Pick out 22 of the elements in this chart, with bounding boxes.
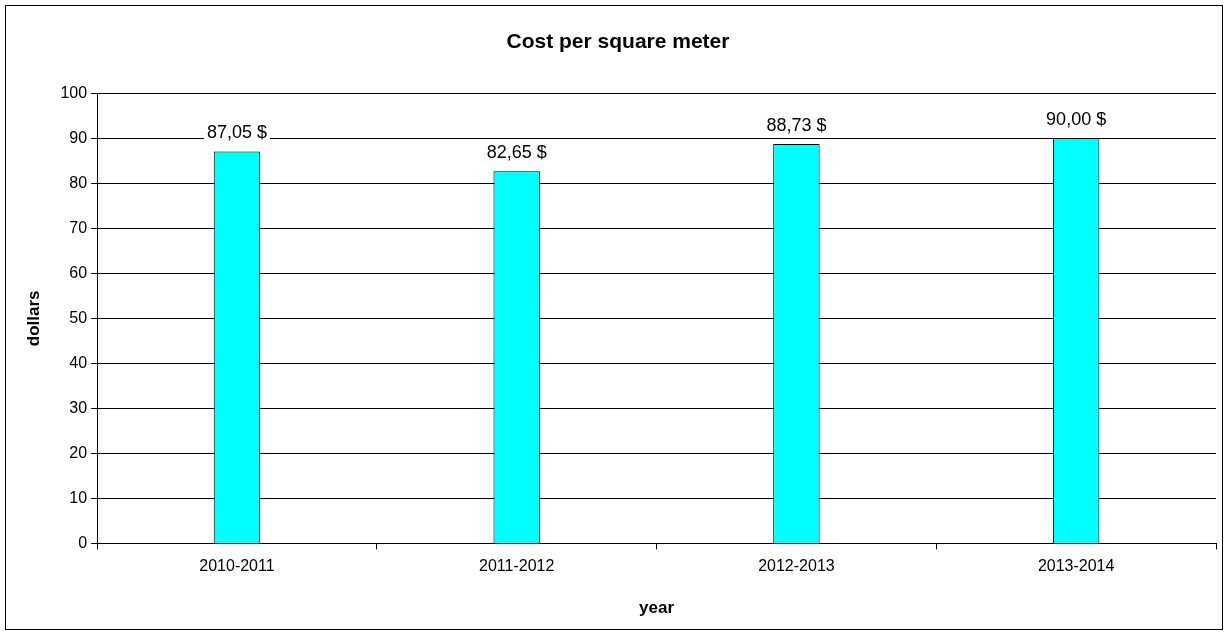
x-tick-label: 2010-2011	[199, 557, 275, 575]
x-axis-title: year	[639, 598, 675, 618]
x-tick-label: 2011-2012	[479, 557, 555, 575]
data-label: 87,05 $	[206, 122, 267, 143]
y-tick-label: 0	[78, 533, 88, 551]
x-tick-label: 2012-2013	[758, 557, 835, 575]
y-tick-label: 100	[60, 83, 88, 101]
y-tick-label: 40	[69, 353, 88, 371]
y-tick-label: 50	[69, 308, 88, 326]
y-axis-title: dollars	[23, 290, 43, 347]
x-tick-label: 2013-2014	[1037, 557, 1115, 575]
data-label: 82,65 $	[486, 142, 547, 163]
y-tick-label: 10	[69, 488, 88, 506]
chart-title: Cost per square meter	[506, 29, 730, 53]
y-tick-label: 60	[69, 263, 88, 281]
data-label: 90,00 $	[1046, 109, 1107, 130]
y-tick-label: 80	[69, 173, 88, 191]
y-tick-label: 20	[69, 443, 88, 461]
data-label: 88,73 $	[766, 114, 827, 135]
y-tick-label: 70	[69, 218, 88, 236]
y-tick-label: 90	[69, 128, 88, 146]
y-tick-label: 30	[69, 398, 88, 416]
